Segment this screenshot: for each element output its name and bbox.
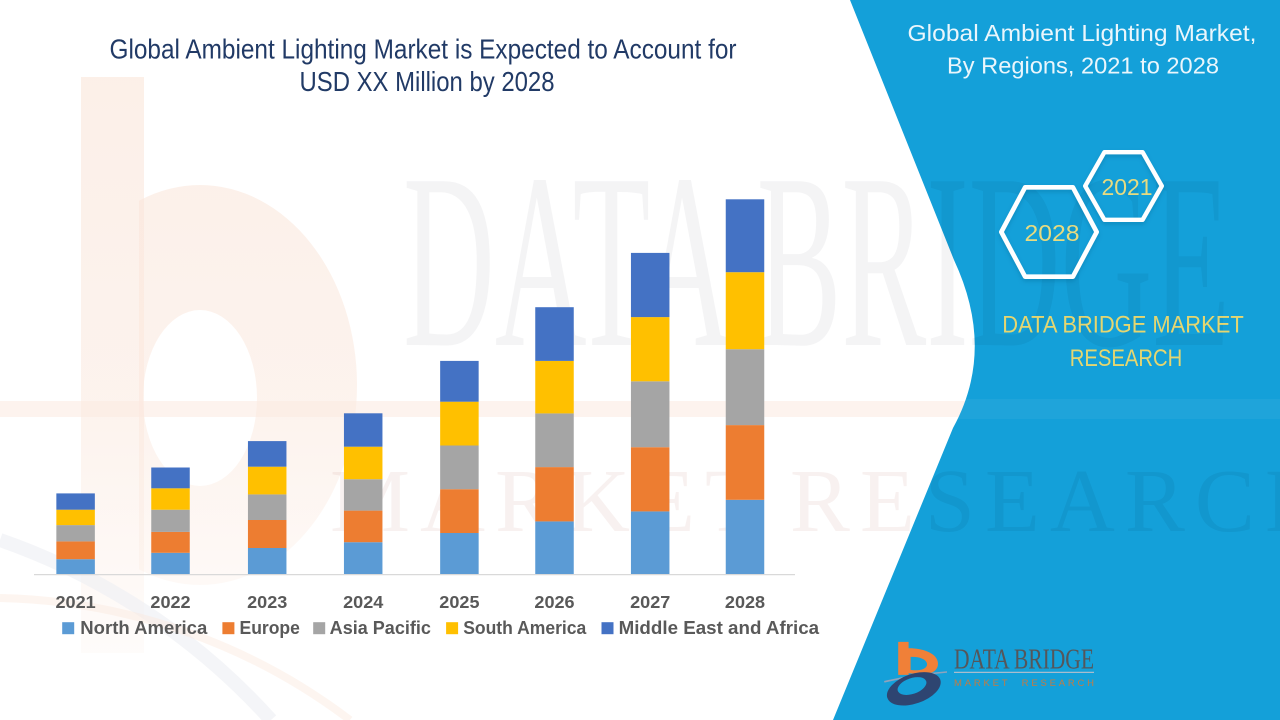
svg-text:Europe: Europe	[240, 618, 300, 638]
svg-text:DATA BRIDGE MARKET: DATA BRIDGE MARKET	[1002, 312, 1244, 339]
svg-text:2028: 2028	[1025, 220, 1080, 246]
svg-text:North America: North America	[80, 618, 208, 638]
svg-text:South America: South America	[463, 618, 587, 638]
svg-text:DATA BRIDGE: DATA BRIDGE	[954, 644, 1094, 676]
svg-text:2025: 2025	[439, 592, 479, 612]
svg-text:2027: 2027	[630, 592, 670, 612]
svg-text:2021: 2021	[1102, 174, 1153, 200]
svg-text:RESEARCH: RESEARCH	[1070, 345, 1183, 372]
svg-text:Middle East and Africa: Middle East and Africa	[619, 618, 821, 638]
svg-text:2024: 2024	[343, 592, 383, 612]
svg-text:Asia Pacific: Asia Pacific	[330, 618, 431, 638]
svg-text:2023: 2023	[247, 592, 287, 612]
svg-text:2021: 2021	[56, 592, 96, 612]
svg-text:2026: 2026	[534, 592, 574, 612]
svg-text:USD XX Million by 2028: USD XX Million by 2028	[300, 66, 555, 97]
svg-text:2022: 2022	[150, 592, 190, 612]
svg-text:Global Ambient Lighting Market: Global Ambient Lighting Market,	[908, 20, 1257, 46]
svg-text:MARKET RESEARCH: MARKET RESEARCH	[954, 678, 1097, 689]
svg-text:By Regions, 2021 to 2028: By Regions, 2021 to 2028	[947, 53, 1219, 79]
svg-text:2028: 2028	[725, 592, 765, 612]
svg-text:Global Ambient Lighting Market: Global Ambient Lighting Market is Expect…	[110, 34, 737, 65]
